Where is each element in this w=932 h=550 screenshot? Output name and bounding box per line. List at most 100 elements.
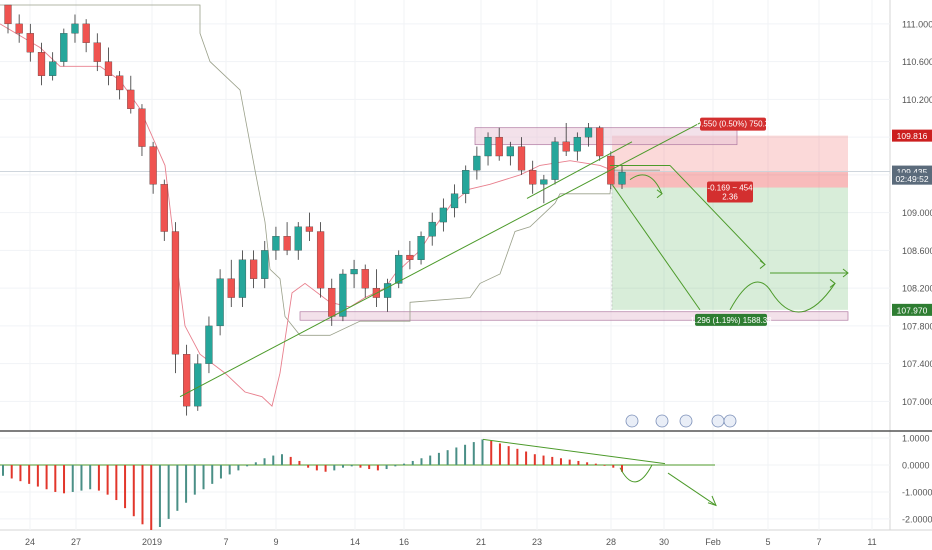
histogram-bar bbox=[45, 465, 48, 490]
candle-body bbox=[216, 278, 224, 327]
candle-body bbox=[529, 170, 537, 185]
candle-body bbox=[26, 33, 34, 53]
histogram-bar bbox=[577, 460, 580, 465]
candle-body bbox=[584, 127, 593, 138]
histogram-bar bbox=[455, 447, 458, 465]
candle-body bbox=[183, 354, 191, 407]
x-tick-label: 23 bbox=[532, 537, 542, 547]
candle-body bbox=[484, 136, 492, 157]
histogram-bar bbox=[289, 456, 292, 465]
histogram-bar bbox=[150, 465, 153, 530]
candle-body bbox=[37, 52, 46, 76]
projection-curve bbox=[629, 174, 663, 194]
histogram-bar bbox=[54, 465, 57, 492]
candle-body bbox=[261, 250, 269, 279]
support-box bbox=[299, 311, 849, 321]
arrow-head bbox=[842, 268, 849, 278]
entry-label: 2.36 bbox=[722, 193, 738, 202]
projection-curve bbox=[729, 281, 773, 311]
histogram-bar bbox=[10, 465, 13, 479]
y-tick-label: 107.000 bbox=[902, 397, 932, 407]
histogram-bar bbox=[80, 465, 83, 491]
histogram-bar bbox=[621, 465, 623, 472]
x-tick-label: 24 bbox=[25, 537, 35, 547]
histogram-bar bbox=[594, 463, 597, 465]
histogram-bar bbox=[333, 465, 336, 471]
histogram-bar bbox=[272, 455, 275, 465]
candle-body bbox=[238, 259, 247, 298]
candle-body bbox=[406, 254, 414, 260]
indicator-tick-label: -2.0000 bbox=[902, 514, 932, 524]
histogram-bar bbox=[2, 465, 4, 476]
target-low-bg bbox=[892, 303, 932, 316]
candle-body bbox=[517, 146, 526, 171]
event-badge bbox=[679, 414, 693, 428]
target-low: 107.970 bbox=[897, 305, 928, 315]
candle-body bbox=[272, 236, 280, 251]
x-tick-label: 5 bbox=[765, 537, 770, 547]
x-tick-label: 2019 bbox=[142, 537, 162, 547]
candle-body bbox=[127, 89, 135, 109]
histogram-bar bbox=[376, 465, 379, 471]
histogram-bar bbox=[612, 465, 615, 468]
candle-body bbox=[428, 221, 436, 237]
y-tick-label: 107.400 bbox=[902, 359, 932, 369]
histogram-bar bbox=[141, 465, 144, 525]
candle-body bbox=[596, 127, 604, 157]
candle-body bbox=[383, 283, 392, 298]
histogram-bar bbox=[71, 465, 74, 492]
histogram-bar bbox=[97, 465, 100, 491]
histogram-bar bbox=[307, 465, 310, 468]
candle-body bbox=[473, 155, 481, 171]
histogram-bar bbox=[403, 463, 406, 465]
histogram-bar bbox=[298, 460, 301, 465]
histogram-bar bbox=[228, 465, 231, 475]
histogram-bar bbox=[219, 465, 222, 479]
histogram-bar bbox=[19, 465, 22, 482]
histogram-bar bbox=[516, 448, 519, 465]
target-label-bg bbox=[695, 313, 767, 326]
y-tick-label: 110.200 bbox=[902, 95, 932, 105]
x-tick-label: 7 bbox=[816, 537, 821, 547]
histogram-bar bbox=[124, 465, 127, 509]
target-label: 1.296 (1.19%) 1588.38 bbox=[690, 316, 772, 325]
entry-label: -0.169 ~ 454 bbox=[707, 184, 753, 193]
histogram-bar bbox=[246, 465, 249, 467]
histogram-bar bbox=[368, 465, 371, 470]
histogram-bar bbox=[568, 459, 571, 465]
candle-body bbox=[249, 259, 258, 279]
candle-body bbox=[116, 75, 124, 91]
histogram-bar bbox=[525, 451, 528, 465]
x-tick-label: 16 bbox=[399, 537, 409, 547]
indicator-tick-label: 0.0000 bbox=[902, 461, 930, 471]
candle-body bbox=[4, 4, 12, 25]
candle-body bbox=[551, 141, 559, 180]
candle-body bbox=[395, 254, 403, 284]
histogram-bar bbox=[315, 465, 318, 471]
histogram-bar bbox=[254, 462, 257, 465]
candle-body bbox=[573, 136, 581, 152]
histogram-bar bbox=[551, 456, 554, 465]
event-badge bbox=[625, 414, 639, 428]
indicator-projection bbox=[619, 464, 653, 483]
histogram-bar bbox=[350, 465, 353, 467]
histogram-bar bbox=[263, 458, 266, 465]
histogram-bar bbox=[185, 465, 188, 503]
histogram-bar bbox=[202, 465, 205, 490]
y-tick-label: 109.000 bbox=[902, 208, 932, 218]
histogram-bar bbox=[167, 465, 170, 519]
histogram-bar bbox=[132, 465, 135, 517]
candle-body bbox=[227, 278, 235, 298]
stop-label: 0.550 (0.50%) 750.3 bbox=[697, 120, 770, 129]
histogram-bar bbox=[472, 442, 475, 465]
countdown: 02:49:52 bbox=[895, 174, 928, 184]
target-high: 109.816 bbox=[897, 131, 928, 141]
histogram-bar bbox=[106, 465, 109, 495]
entry-label-bg bbox=[707, 181, 753, 203]
histogram-bar bbox=[507, 446, 510, 465]
candle-body bbox=[495, 136, 503, 157]
arrow-head bbox=[656, 189, 663, 199]
histogram-bar bbox=[28, 465, 31, 484]
